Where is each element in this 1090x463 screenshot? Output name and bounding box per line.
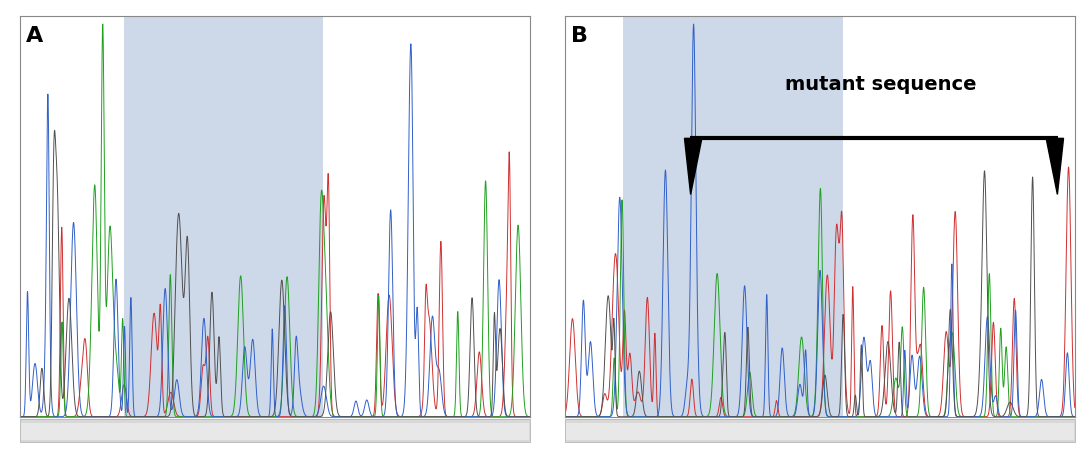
Polygon shape	[1046, 138, 1064, 194]
Bar	[623, 16, 843, 417]
Text: B: B	[571, 26, 588, 46]
Polygon shape	[685, 138, 702, 194]
Bar	[124, 16, 323, 417]
Text: mutant sequence: mutant sequence	[785, 75, 977, 94]
Text: A: A	[26, 26, 43, 46]
